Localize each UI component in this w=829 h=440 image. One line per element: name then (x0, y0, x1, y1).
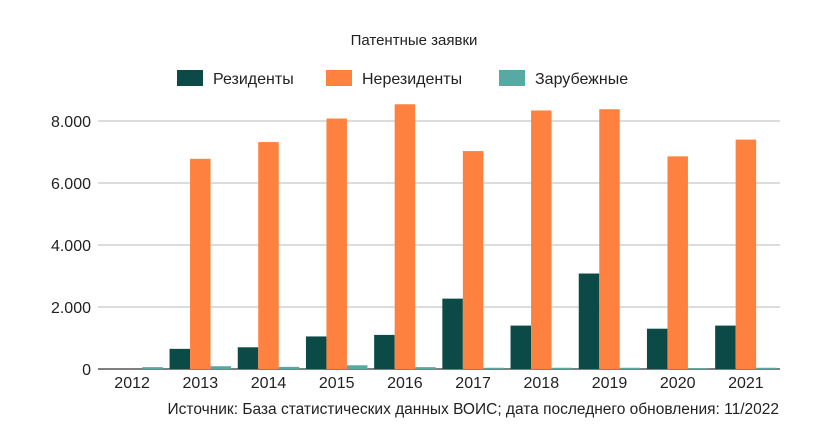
x-tick-label: 2014 (251, 375, 287, 392)
bar-Зарубежные-2016 (415, 367, 436, 369)
x-tick-label: 2018 (524, 375, 560, 392)
x-tick-label: 2020 (660, 375, 696, 392)
y-tick-label: 6.000 (51, 176, 91, 193)
y-tick-label: 2.000 (51, 300, 91, 317)
x-tick-label: 2019 (592, 375, 628, 392)
legend-swatch (499, 70, 525, 86)
bar-Резиденты-2019 (578, 273, 600, 369)
y-tick-label: 4.000 (51, 238, 91, 255)
y-tick-label: 8.000 (51, 114, 91, 131)
bar-Зарубежные-2017 (483, 367, 504, 369)
x-tick-label: 2013 (183, 375, 219, 392)
bar-Зарубежные-2014 (278, 366, 300, 369)
legend-swatch (326, 70, 352, 86)
legend-label: Резиденты (213, 71, 294, 88)
x-tick-label: 2021 (728, 375, 764, 392)
bar-Зарубежные-2020 (687, 368, 709, 369)
legend-swatch (177, 70, 203, 86)
bar-Зарубежные-2021 (756, 367, 777, 369)
bar-Резиденты-2020 (646, 328, 668, 369)
bar-Резиденты-2017 (442, 298, 463, 369)
bar-Зарубежные-2013 (210, 366, 232, 369)
x-tick-label: 2016 (387, 375, 423, 392)
bar-Нерезиденты-2015 (326, 118, 347, 370)
y-tick-label: 0 (82, 362, 91, 379)
bar-Нерезиденты-2019 (599, 109, 620, 369)
bar-Зарубежные-2012 (142, 367, 163, 369)
legend: Резиденты Нерезиденты Зарубежные (177, 70, 628, 88)
bar-Резиденты-2013 (169, 348, 191, 369)
bar-Нерезиденты-2013 (190, 158, 211, 369)
bar-Нерезиденты-2020 (667, 156, 688, 369)
legend-label: Зарубежные (535, 71, 628, 88)
y-axis: 0 2.000 4.000 6.000 8.000 (51, 114, 91, 379)
bar-Нерезиденты-2016 (394, 104, 416, 369)
bar-Зарубежные-2015 (346, 365, 368, 369)
bar-Нерезиденты-2018 (531, 110, 552, 370)
bar-Резиденты-2015 (305, 336, 327, 369)
bar-Резиденты-2016 (374, 334, 395, 369)
x-tick-label: 2012 (114, 375, 150, 392)
x-axis: 2012 2013 2014 2015 2016 2017 2018 2019 2020 2021 (114, 375, 763, 392)
bar-Резиденты-2018 (510, 325, 532, 369)
bar-Нерезиденты-2021 (735, 139, 757, 369)
bar-Нерезиденты-2014 (258, 142, 279, 369)
bar-Резиденты-2014 (237, 347, 259, 369)
x-tick-label: 2017 (455, 375, 491, 392)
legend-label: Нерезиденты (362, 71, 462, 88)
bars (142, 104, 777, 370)
x-tick-label: 2015 (319, 375, 355, 392)
bar-Зарубежные-2018 (551, 367, 573, 369)
chart-source: Источник: База статистических данных ВОИ… (168, 401, 779, 418)
bar-Нерезиденты-2017 (462, 151, 484, 369)
bar-Зарубежные-2019 (619, 367, 641, 369)
chart-title: Патентные заявки (351, 32, 478, 49)
bar-Резиденты-2021 (715, 325, 736, 369)
